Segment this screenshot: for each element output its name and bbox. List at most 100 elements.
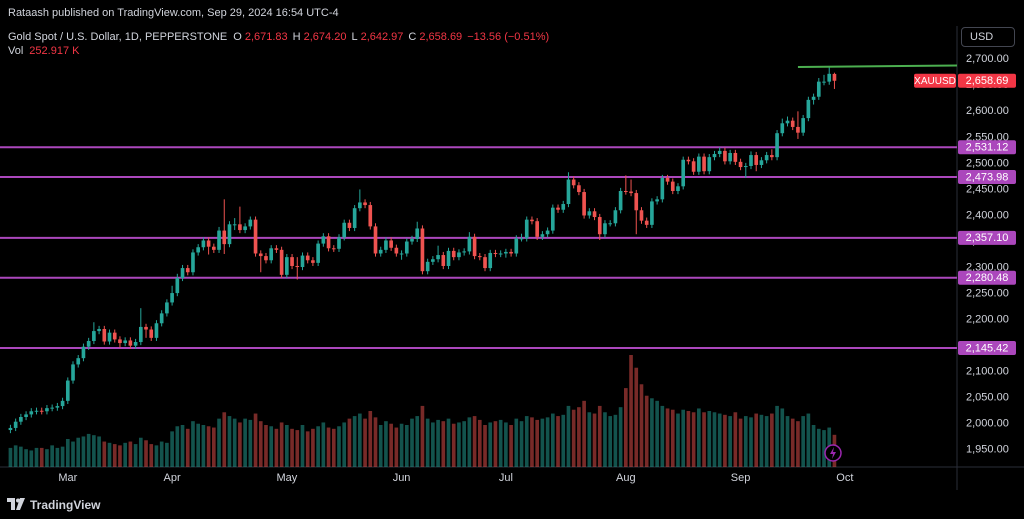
volume-bar xyxy=(227,416,232,467)
volume-bar xyxy=(86,433,91,467)
y-tick-label: 2,500.00 xyxy=(966,157,1009,169)
candle-body xyxy=(493,252,498,255)
candle-body xyxy=(702,156,706,172)
volume-bar xyxy=(524,416,529,467)
volume-bar xyxy=(196,423,201,467)
candle-body xyxy=(128,340,133,346)
candle-body xyxy=(118,339,122,344)
candle-body xyxy=(477,256,482,258)
candle-body xyxy=(404,241,409,254)
candle-body xyxy=(321,236,326,244)
candle-body xyxy=(144,326,148,330)
candle-body xyxy=(97,328,101,332)
currency-button[interactable]: USD xyxy=(961,27,1015,47)
volume-bar xyxy=(274,428,279,467)
volume-bar xyxy=(550,413,555,467)
candle-body xyxy=(629,191,633,194)
volume-bar xyxy=(712,412,717,467)
candle-body xyxy=(723,150,727,162)
candle-body xyxy=(712,154,717,158)
ohlc-value: 2,674.20 xyxy=(303,31,347,43)
candle-body xyxy=(102,328,107,342)
candle-body xyxy=(524,219,529,239)
volume-bar xyxy=(337,426,341,467)
candle-body xyxy=(212,246,216,250)
candle-body xyxy=(785,120,790,124)
level-label-box xyxy=(958,341,1016,356)
candle-body xyxy=(180,268,185,278)
volume-bar xyxy=(650,398,654,467)
volume-bar xyxy=(801,416,805,467)
y-tick-label: 2,700.00 xyxy=(966,53,1009,65)
symbol-tag: XAUUSD xyxy=(914,76,956,87)
volume-bar xyxy=(670,409,675,467)
candle-body xyxy=(806,99,811,119)
volume-bar xyxy=(467,417,472,467)
volume-bar xyxy=(702,412,706,467)
candle-body xyxy=(8,427,13,431)
level-label: 2,357.10 xyxy=(966,232,1009,244)
footer: TradingView xyxy=(0,490,1024,519)
volume-bar xyxy=(316,426,320,467)
volume-bar xyxy=(493,421,498,467)
lightning-icon[interactable] xyxy=(824,444,842,462)
volume-bar xyxy=(582,400,586,467)
volume-bar xyxy=(577,407,581,467)
volume-bar xyxy=(201,425,206,467)
candle-body xyxy=(76,358,81,365)
volume-bar xyxy=(472,416,477,467)
volume-bar xyxy=(60,446,65,467)
candle-body xyxy=(420,228,425,272)
volume-bar xyxy=(243,418,247,467)
volume-bar xyxy=(138,437,143,467)
candle-body xyxy=(248,219,253,227)
level-label-box xyxy=(958,169,1016,184)
candle-body xyxy=(196,247,201,253)
volume-bar xyxy=(165,442,169,467)
volume-bar xyxy=(436,419,440,467)
candle-body xyxy=(269,248,274,261)
volume-bar xyxy=(29,450,34,467)
candle-body xyxy=(707,157,712,172)
level-label: 2,280.48 xyxy=(966,272,1009,284)
candle-body xyxy=(816,81,821,97)
volume-bar xyxy=(326,427,331,467)
candle-body xyxy=(822,81,826,83)
volume-bar xyxy=(451,423,456,467)
volume-bar xyxy=(488,422,493,467)
y-tick-label: 2,000.00 xyxy=(966,418,1009,430)
candle-body xyxy=(55,406,60,408)
candle-body xyxy=(670,181,675,191)
candle-body xyxy=(681,159,686,187)
candle-body xyxy=(764,155,769,161)
candle-body xyxy=(660,177,665,200)
volume-bar xyxy=(676,413,680,467)
candle-body xyxy=(347,222,352,228)
volume-bar xyxy=(331,428,336,467)
candle-body xyxy=(222,230,227,245)
candle-body xyxy=(597,217,602,235)
candle-body xyxy=(613,210,618,224)
candle-body xyxy=(217,230,221,250)
candle-body xyxy=(410,238,414,242)
volume-bar xyxy=(816,428,821,467)
volume-bar xyxy=(264,425,268,467)
volume-bar xyxy=(144,440,148,467)
volume-bar xyxy=(45,449,49,467)
volume-bar xyxy=(764,416,769,467)
candle-body xyxy=(326,236,331,249)
candles-layer xyxy=(8,64,957,434)
candle-body xyxy=(676,186,680,191)
candle-body xyxy=(112,332,117,340)
volume-bar xyxy=(269,426,274,467)
volume-bar xyxy=(749,417,753,467)
volume-bar xyxy=(253,413,258,467)
candle-body xyxy=(425,261,430,272)
volume-bar xyxy=(509,425,513,467)
volume-bar xyxy=(790,418,795,467)
candle-body xyxy=(50,407,54,409)
candle-body xyxy=(686,159,691,162)
candle-body xyxy=(264,256,268,261)
volume-bar xyxy=(149,444,154,467)
candle-body xyxy=(60,400,65,407)
